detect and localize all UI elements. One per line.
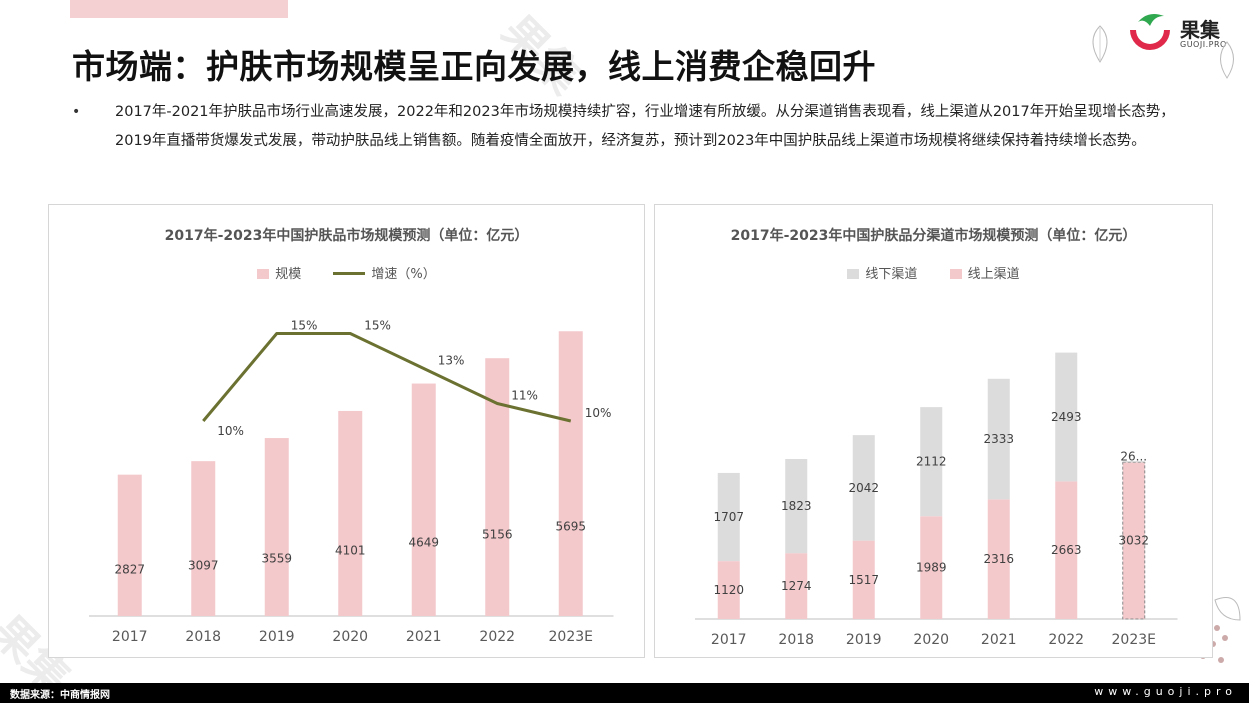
bar-value-label: 2827 xyxy=(114,563,145,577)
bar-value-label: 5695 xyxy=(555,520,586,534)
bar-scale xyxy=(191,461,216,616)
x-tick-label: 2017 xyxy=(711,632,747,648)
bar-offline xyxy=(1055,352,1078,482)
bar-offline xyxy=(920,407,943,517)
x-tick-label: 2019 xyxy=(259,629,295,645)
bar-value-label-online: 2316 xyxy=(983,552,1014,566)
bar-offline xyxy=(852,435,875,541)
chart-legend: 规模 增速（%） xyxy=(49,263,644,282)
intro-paragraph: 2017年-2021年护肤品市场行业高速发展，2022年和2023年市场规模持续… xyxy=(115,104,1175,149)
bar-scale xyxy=(338,410,363,616)
bar-value-label: 4649 xyxy=(408,535,439,549)
legend-item-online: 线上渠道 xyxy=(949,263,1020,282)
x-tick-label: 2018 xyxy=(185,629,221,645)
legend-label: 线下渠道 xyxy=(865,267,918,282)
bullet-marker: • xyxy=(72,104,81,120)
bar-value-label-offline: 2112 xyxy=(916,455,947,469)
bar-value-label-online: 1517 xyxy=(848,573,879,587)
line-value-label: 10% xyxy=(585,406,612,420)
bar-value-label-online: 1120 xyxy=(713,583,744,597)
bar-value-label-offline: 2042 xyxy=(848,481,879,495)
legend-label: 规模 xyxy=(275,267,302,282)
bar-online xyxy=(920,516,943,619)
bar-scale xyxy=(485,358,510,616)
chart-legend: 线下渠道 线上渠道 xyxy=(655,263,1212,282)
bar-online xyxy=(987,499,1010,619)
series-line-growth xyxy=(202,332,572,423)
bar-online xyxy=(852,540,875,619)
leaf-decoration-icon xyxy=(1092,25,1108,63)
bar-value-label: 3097 xyxy=(188,559,219,573)
page-title: 市场端：护肤市场规模呈正向发展，线上消费企稳回升 xyxy=(72,47,876,86)
bar-value-label-offline: 2493 xyxy=(1051,410,1082,424)
legend-item-scale: 规模 xyxy=(257,263,301,282)
channel-size-plot: 1120 1707 2017 1274 1823 2018 1517 2042 2019 1989… xyxy=(695,352,1178,648)
legend-swatch xyxy=(333,272,366,275)
bar-offline xyxy=(785,458,808,554)
x-tick-label: 2019 xyxy=(846,632,882,648)
bar-value-label-offline: 2333 xyxy=(983,432,1014,446)
line-value-label: 10% xyxy=(217,424,244,438)
x-tick-label: 2017 xyxy=(112,629,148,645)
bar-online xyxy=(717,561,740,619)
legend-swatch xyxy=(257,269,270,279)
bar-value-label: 3559 xyxy=(261,552,292,566)
logo-mark-icon xyxy=(1130,14,1170,50)
bar-scale xyxy=(264,438,289,616)
market-size-chart-panel: 2017年-2023年中国护肤品市场规模预测（单位：亿元） 规模 增速（%） 2… xyxy=(48,204,645,658)
bar-value-label-online: 1989 xyxy=(916,561,947,575)
bar-offline xyxy=(717,472,740,562)
line-value-label: 15% xyxy=(364,319,391,333)
legend-label: 增速（%） xyxy=(371,267,436,282)
bar-scale xyxy=(558,331,583,616)
legend-swatch xyxy=(949,269,962,279)
brand-logo: 果集 GUOJI.PRO xyxy=(1124,10,1236,54)
top-accent-band xyxy=(70,0,288,18)
x-tick-label: 2020 xyxy=(913,632,949,648)
line-value-label: 13% xyxy=(438,354,465,368)
leaf-decoration-icon xyxy=(1220,41,1234,79)
bar-value-label-offline: 1707 xyxy=(713,510,744,524)
logo-subtitle: GUOJI.PRO xyxy=(1180,40,1227,49)
bar-scale xyxy=(117,474,142,616)
bar-offline xyxy=(987,378,1010,500)
data-source: 数据来源：中商情报网 xyxy=(10,690,110,701)
line-value-label: 15% xyxy=(291,319,318,333)
channel-size-chart-panel: 2017年-2023年中国护肤品分渠道市场规模预测（单位：亿元） 线下渠道 线上… xyxy=(654,204,1213,658)
bar-scale xyxy=(411,383,436,616)
x-tick-label: 2022 xyxy=(479,629,515,645)
bar-online xyxy=(785,553,808,619)
chart-title: 2017年-2023年中国护肤品市场规模预测（单位：亿元） xyxy=(164,228,529,244)
x-tick-label: 2020 xyxy=(332,629,368,645)
bar-value-label-offline: 26... xyxy=(1120,449,1147,463)
bar-value-label-offline: 1823 xyxy=(781,499,812,513)
x-tick-label: 2018 xyxy=(778,632,814,648)
x-tick-label: 2023E xyxy=(1112,632,1156,648)
chart-title: 2017年-2023年中国护肤品分渠道市场规模预测（单位：亿元） xyxy=(730,228,1137,244)
x-tick-label: 2022 xyxy=(1048,632,1084,648)
bar-offline xyxy=(1122,461,1145,463)
line-value-label: 11% xyxy=(511,389,538,403)
market-size-plot: 2827 2017 3097 2018 3559 2019 4101 2020 4649 2021… xyxy=(89,319,614,645)
bar-value-label: 5156 xyxy=(482,528,513,542)
bar-value-label-online: 2663 xyxy=(1051,543,1082,557)
legend-swatch xyxy=(847,269,860,279)
logo-name: 果集 xyxy=(1180,18,1220,42)
x-tick-label: 2023E xyxy=(549,629,593,645)
bar-value-label-online: 3032 xyxy=(1118,534,1149,548)
legend-item-growth: 增速（%） xyxy=(333,263,436,282)
footer-bar: 数据来源：中商情报网 www.guoji.pro xyxy=(0,683,1249,703)
legend-item-offline: 线下渠道 xyxy=(847,263,917,282)
bar-online xyxy=(1055,481,1078,619)
bar-value-label-online: 1274 xyxy=(781,579,812,593)
bar-value-label: 4101 xyxy=(335,543,366,557)
legend-label: 线上渠道 xyxy=(967,267,1020,282)
site-url: www.guoji.pro xyxy=(1094,685,1237,698)
x-tick-label: 2021 xyxy=(406,629,442,645)
x-tick-label: 2021 xyxy=(981,632,1017,648)
bar-online xyxy=(1122,461,1146,620)
